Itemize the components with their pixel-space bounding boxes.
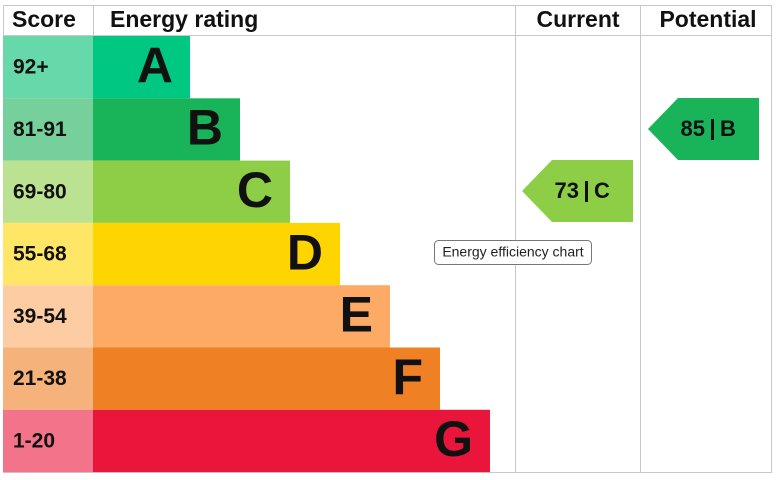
separator bbox=[585, 181, 588, 202]
tooltip: Energy efficiency chart bbox=[442, 244, 583, 260]
band-score: 81-91 bbox=[13, 118, 67, 141]
band-score: 55-68 bbox=[13, 243, 67, 266]
current-letter: C bbox=[594, 178, 610, 203]
band-letter: D bbox=[287, 224, 323, 280]
score-cell bbox=[3, 285, 93, 348]
band-score: 39-54 bbox=[13, 305, 67, 328]
potential-arrow bbox=[648, 98, 759, 160]
separator bbox=[711, 119, 714, 140]
potential-value: 85 bbox=[681, 116, 705, 141]
band-bar bbox=[93, 36, 190, 99]
header-rating: Energy rating bbox=[110, 6, 258, 32]
score-cell bbox=[3, 409, 93, 473]
current-value: 73 bbox=[555, 178, 579, 203]
band-bar bbox=[93, 285, 390, 348]
band-score: 1-20 bbox=[13, 429, 55, 452]
band-bar bbox=[93, 409, 490, 473]
band-bar bbox=[93, 222, 340, 286]
bands: 92+ A 81-91 B 69-80 C 55-68 D 39-54 E 21-38 F 1-20 G bbox=[3, 36, 490, 473]
band-letter: E bbox=[340, 287, 373, 343]
score-cell bbox=[3, 160, 93, 223]
band-letter: A bbox=[137, 37, 173, 93]
band-letter: F bbox=[392, 349, 423, 405]
band-letter: C bbox=[237, 162, 273, 218]
band-bar bbox=[93, 98, 240, 161]
band-bar bbox=[93, 347, 440, 410]
band-letter: G bbox=[434, 411, 473, 467]
header-current: Current bbox=[536, 6, 619, 32]
potential-letter: B bbox=[720, 116, 736, 141]
band-score: 69-80 bbox=[13, 180, 67, 203]
band-score: 92+ bbox=[13, 56, 49, 79]
band-score: 21-38 bbox=[13, 367, 67, 390]
score-cell bbox=[3, 36, 93, 99]
band-letter: B bbox=[187, 100, 223, 156]
tooltip-box bbox=[434, 240, 592, 265]
current-arrow bbox=[522, 160, 633, 222]
band-bar bbox=[93, 160, 290, 223]
score-cell bbox=[3, 347, 93, 410]
score-cell bbox=[3, 222, 93, 286]
header-potential: Potential bbox=[659, 6, 756, 32]
score-cell bbox=[3, 98, 93, 161]
header-score: Score bbox=[12, 6, 76, 32]
